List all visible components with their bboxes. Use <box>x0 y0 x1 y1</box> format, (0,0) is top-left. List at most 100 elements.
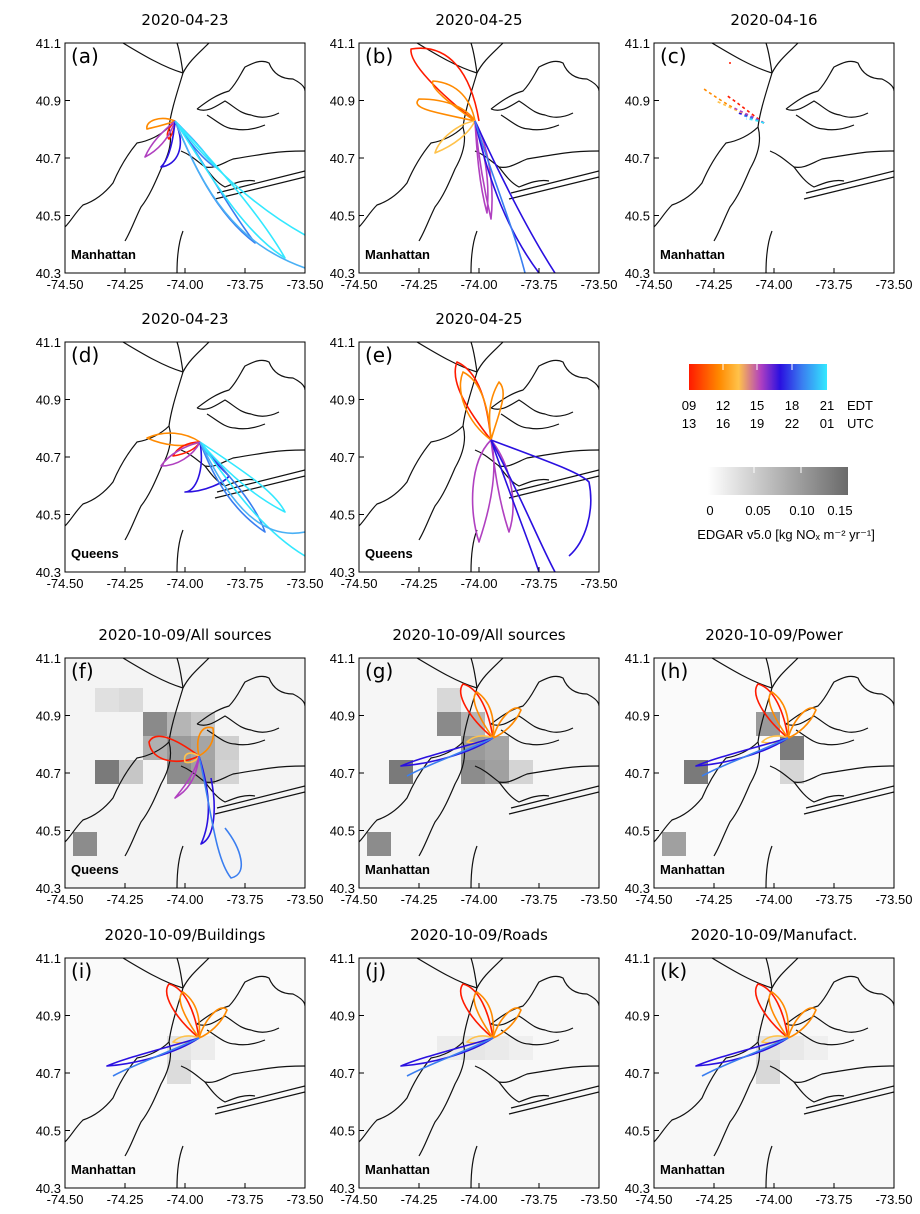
y-tick-label: 41.1 <box>36 651 61 666</box>
coastline-segment <box>498 166 550 188</box>
x-tick-label: -74.25 <box>107 1192 144 1207</box>
coastline-segment <box>180 1065 305 1083</box>
utc-tick: 22 <box>785 416 799 431</box>
coastline-segment <box>805 1085 894 1109</box>
y-tick-label: 40.3 <box>36 881 61 896</box>
coastline-segment <box>654 126 759 228</box>
coastline-segment <box>793 166 845 188</box>
trajectory-contours <box>703 62 765 124</box>
x-tick-label: -73.50 <box>287 1192 324 1207</box>
x-tick-label: -74.50 <box>47 277 84 292</box>
trajectory-contours <box>695 983 817 1077</box>
y-tick-label: 40.5 <box>625 1124 650 1139</box>
y-tick-label: 40.5 <box>330 209 355 224</box>
coastline-segment <box>508 475 599 499</box>
coastline-segment <box>654 741 759 843</box>
city-label: Manhattan <box>365 247 430 262</box>
x-tick-label: -73.75 <box>521 1192 558 1207</box>
axes: -74.50 -74.25 -74.00 -73.75 -73.50 41.1 40.9 40… <box>330 651 618 907</box>
y-tick-label: 40.7 <box>330 151 355 166</box>
coastline-segment <box>196 715 280 733</box>
emission-colorbar: 0 0.05 0.10 0.15 EDGAR v5.0 [kg NOₓ m⁻² … <box>697 467 875 542</box>
y-tick-label: 41.1 <box>36 951 61 966</box>
time-colorbar-gradient <box>689 364 827 390</box>
coastline-segment <box>65 741 170 843</box>
city-label: Manhattan <box>365 862 430 877</box>
coastline-segment <box>196 359 305 409</box>
coastline-segment <box>470 1145 478 1188</box>
coastline-segment <box>124 741 172 857</box>
coastline-segment <box>180 765 305 783</box>
coastline-segment <box>206 729 266 746</box>
city-label: Manhattan <box>660 247 725 262</box>
x-tick-label: -73.75 <box>521 892 558 907</box>
map-area <box>65 658 305 888</box>
y-tick-label: 40.7 <box>625 151 650 166</box>
y-tick-label: 41.1 <box>330 36 355 51</box>
y-tick-label: 40.9 <box>330 393 355 408</box>
x-tick-label: -73.75 <box>227 277 264 292</box>
x-tick-label: -74.00 <box>756 892 793 907</box>
coastline-segment <box>803 791 894 815</box>
x-tick-label: -74.25 <box>107 576 144 591</box>
coastline <box>359 958 599 1188</box>
panel-frame <box>64 42 306 274</box>
x-tick-label: -74.25 <box>401 277 438 292</box>
x-tick-label: -74.00 <box>461 892 498 907</box>
panel-label: (j) <box>365 959 386 983</box>
axes: -74.50 -74.25 -74.00 -73.75 -73.50 41.1 40.9 40… <box>36 951 324 1207</box>
coastline-segment <box>769 150 894 168</box>
coastline-segment <box>216 785 305 809</box>
x-tick-label: -73.75 <box>227 576 264 591</box>
coastline-segment <box>216 170 305 194</box>
y-tick-label: 40.7 <box>36 1066 61 1081</box>
coastline-segment <box>793 1081 845 1103</box>
coastline-segment <box>500 413 560 430</box>
emission-grid <box>65 958 305 1188</box>
coastline-segment <box>196 675 305 725</box>
coastline-segment <box>214 791 305 815</box>
coastline-segment <box>785 975 894 1025</box>
coastline-segment <box>182 958 210 989</box>
coastline-segment <box>769 1065 894 1083</box>
coastline-segment <box>498 781 550 803</box>
coastline-segment <box>359 741 464 843</box>
axes: -74.50 -74.25 -74.00 -73.75 -73.50 41.1 40.9 40… <box>330 951 618 1207</box>
panel-title: 2020-10-09/All sources <box>98 626 271 644</box>
x-tick-label: -74.50 <box>636 892 673 907</box>
coastline-segment <box>771 958 799 989</box>
map-area <box>65 342 305 572</box>
y-tick-label: 40.5 <box>330 824 355 839</box>
x-tick-label: -73.75 <box>521 576 558 591</box>
y-tick-label: 41.1 <box>36 335 61 350</box>
coastline-segment <box>713 126 761 242</box>
edt-unit: EDT <box>847 398 873 413</box>
panel-title: 2020-04-25 <box>435 310 522 328</box>
y-tick-label: 40.7 <box>330 450 355 465</box>
map-area <box>359 342 599 572</box>
coastline-segment <box>418 741 466 857</box>
emission-grid <box>65 658 305 888</box>
y-tick-label: 41.1 <box>330 651 355 666</box>
coastline-segment <box>416 43 478 74</box>
utc-tick: 13 <box>682 416 696 431</box>
panel-title: 2020-10-09/Manufact. <box>691 926 858 944</box>
coastline-segment <box>474 765 599 783</box>
y-tick-label: 41.1 <box>36 36 61 51</box>
x-tick-label: -74.50 <box>636 1192 673 1207</box>
x-tick-label: -73.50 <box>876 1192 913 1207</box>
coastline-segment <box>65 126 170 228</box>
coastline-segment <box>510 785 599 809</box>
coastline-segment <box>765 1145 773 1188</box>
x-tick-label: -73.75 <box>227 892 264 907</box>
y-tick-label: 40.7 <box>330 766 355 781</box>
emission-colorbar-label: EDGAR v5.0 [kg NOₓ m⁻² yr⁻¹] <box>697 527 875 542</box>
panel-title: 2020-04-23 <box>141 310 228 328</box>
y-tick-label: 40.3 <box>625 1181 650 1196</box>
coastline-segment <box>765 658 773 689</box>
y-tick-label: 40.7 <box>330 1066 355 1081</box>
coastline-segment <box>498 465 550 487</box>
y-tick-label: 40.3 <box>36 565 61 580</box>
coastline-segment <box>176 1145 184 1188</box>
city-label: Manhattan <box>660 862 725 877</box>
